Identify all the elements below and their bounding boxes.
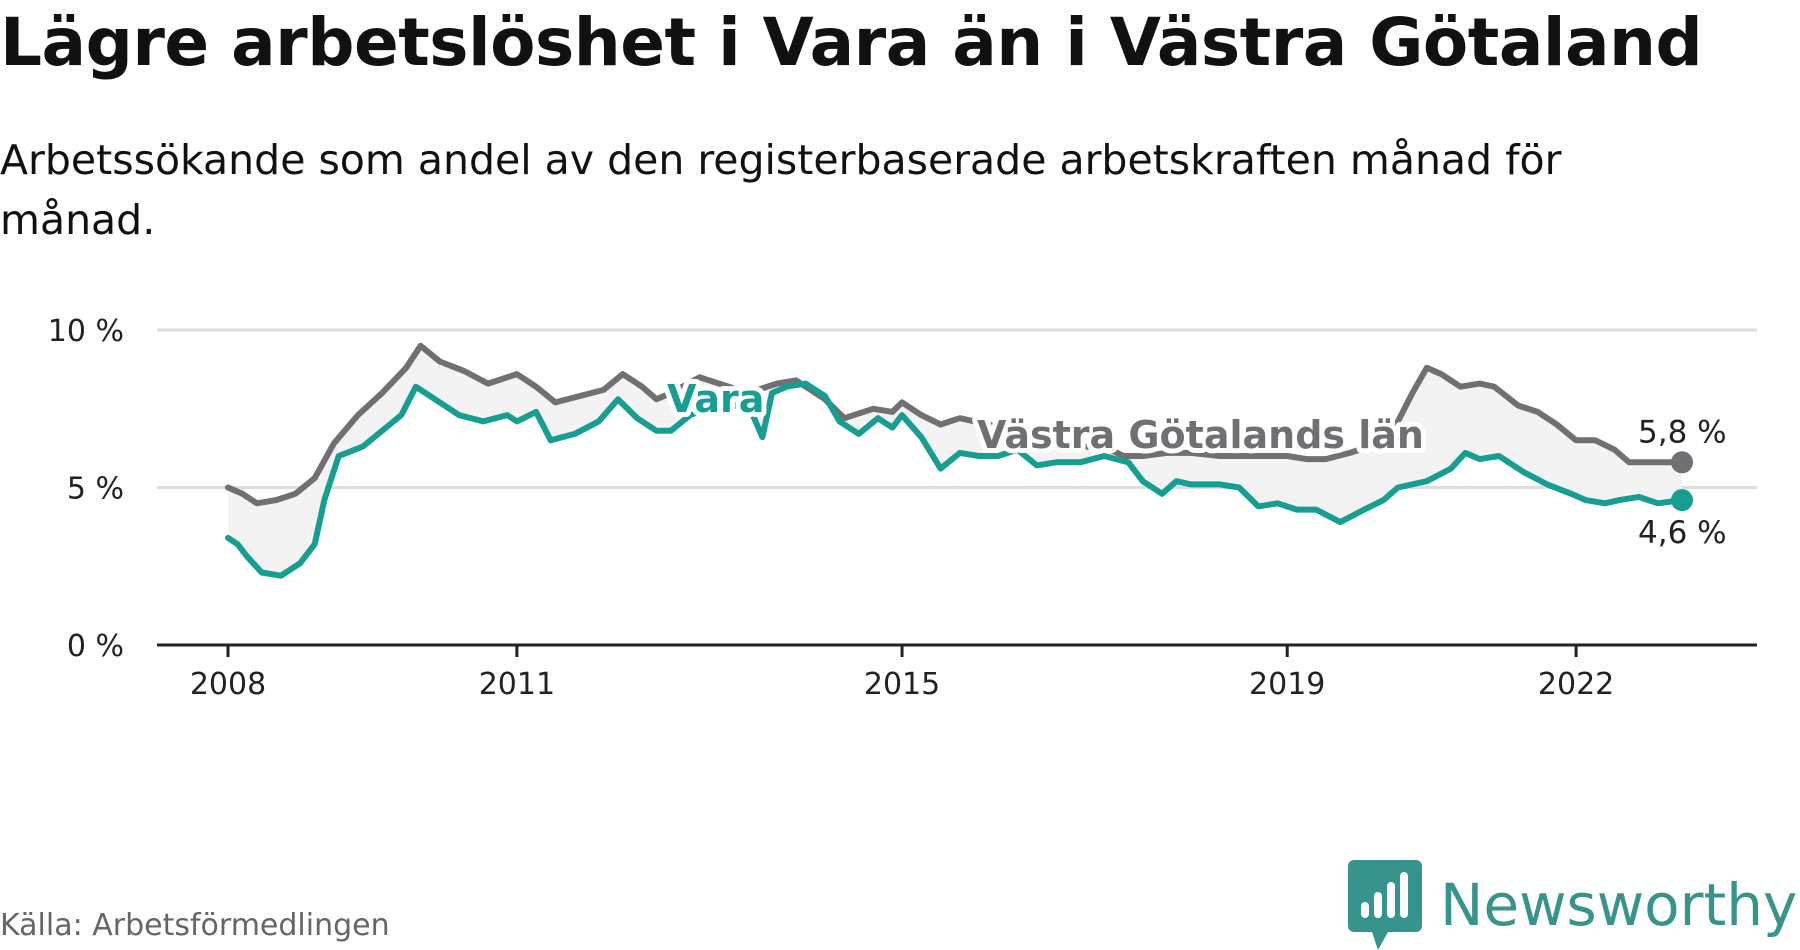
x-tick-label: 2022 (1538, 667, 1614, 702)
series-label-vara-halo: Vara (667, 377, 764, 421)
series-line-vastra-gotaland (225, 342, 1685, 507)
end-marker-vara (1671, 489, 1693, 512)
brand-name: Newsworthy (1440, 871, 1798, 939)
chart-subtitle: Arbetssökande som andel av den registerb… (0, 136, 1562, 244)
source-note: Källa: Arbetsförmedlingen (0, 908, 390, 943)
chart-title: Lägre arbetslöshet i Vara än i Västra Gö… (0, 4, 1703, 81)
y-tick-label: 5 % (67, 472, 124, 507)
newsworthy-logo[interactable]: Newsworthy (1348, 860, 1797, 950)
y-tick-label: 0 % (67, 629, 124, 664)
difference-band (228, 345, 1682, 576)
grid-lines: 0 % 5 % 10 % (48, 314, 1757, 664)
series-label-vastra-gotaland-halo: Västra Götalands län (977, 413, 1424, 457)
end-markers: 5,8 % 4,6 % (1638, 414, 1727, 551)
x-tick-label: 2019 (1249, 667, 1325, 702)
newsworthy-bars-icon (1348, 860, 1422, 950)
end-marker-vastra-gotaland (1671, 451, 1693, 474)
x-axis: 2008 2011 2015 2019 2022 (157, 643, 1757, 702)
series-line-vara (225, 380, 1685, 579)
x-tick-label: 2008 (190, 667, 266, 702)
end-value-vastra-gotaland: 5,8 % (1638, 414, 1727, 450)
series-label-vastra-gotaland: Västra Götalands län (977, 413, 1424, 457)
end-value-vara: 4,6 % (1638, 515, 1727, 551)
series-label-vara: Vara (667, 377, 764, 421)
x-tick-label: 2011 (479, 667, 555, 702)
y-tick-label: 10 % (48, 314, 124, 349)
x-tick-label: 2015 (864, 667, 940, 702)
